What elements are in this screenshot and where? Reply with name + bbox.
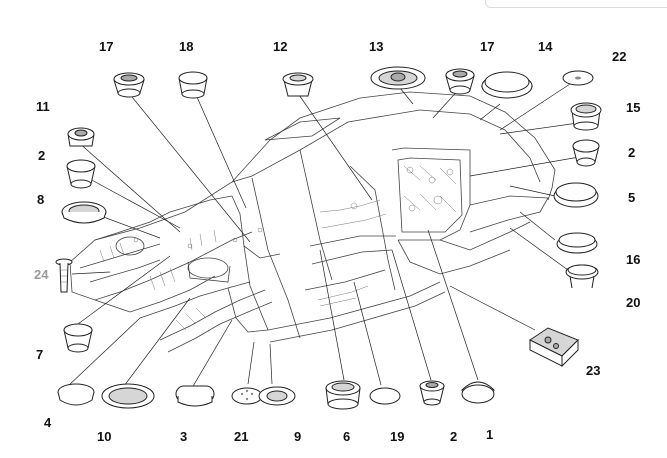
plug-6 (325, 380, 361, 410)
plug-5 (553, 182, 599, 208)
callout-16: 16 (626, 252, 641, 267)
callout-24: 24 (34, 267, 49, 282)
clip-23 (529, 327, 579, 368)
plug-9 (258, 386, 296, 406)
plug-13 (370, 66, 426, 90)
car-body-shell (69, 91, 556, 353)
callout-7: 7 (36, 347, 44, 362)
callout-5: 5 (628, 190, 636, 205)
plug-8 (61, 201, 107, 224)
plug-17-right (445, 68, 475, 95)
plug-11 (67, 127, 95, 147)
callout-3: 3 (180, 429, 188, 444)
callout-22: 22 (612, 49, 627, 64)
callout-23: 23 (586, 363, 601, 378)
plug-12 (282, 72, 314, 97)
callout-14: 14 (538, 39, 553, 54)
callout-18: 18 (179, 39, 194, 54)
clip-24 (55, 258, 73, 293)
plug-22 (562, 70, 594, 86)
plug-1 (460, 381, 496, 404)
plug-4 (57, 383, 95, 406)
plug-20 (565, 264, 599, 289)
callout-12: 12 (273, 39, 288, 54)
callout-6: 6 (343, 429, 351, 444)
callout-4: 4 (44, 415, 52, 430)
callout-15: 15 (626, 100, 641, 115)
callout-17: 17 (99, 39, 114, 54)
callout-21: 21 (234, 429, 249, 444)
plug-21 (231, 387, 263, 405)
callout-1: 1 (486, 427, 494, 442)
plug-2-right (572, 139, 600, 167)
callout-2: 2 (450, 429, 458, 444)
callout-11: 11 (36, 99, 50, 114)
callout-17: 17 (480, 39, 495, 54)
plug-2-left (66, 159, 96, 189)
plug-parts (55, 66, 602, 410)
plug-16 (556, 232, 598, 254)
plug-15 (570, 102, 602, 131)
plug-14 (480, 71, 534, 99)
plug-17-left (113, 72, 145, 98)
plug-18 (178, 71, 208, 99)
callout-2: 2 (628, 145, 636, 160)
callout-19: 19 (390, 429, 405, 444)
callout-20: 20 (626, 295, 641, 310)
corner-tab (485, 0, 667, 8)
callout-2: 2 (38, 148, 46, 163)
plug-3 (175, 385, 215, 407)
leader-lines (67, 83, 586, 389)
plug-2-bottom (419, 380, 445, 406)
callout-10: 10 (97, 429, 112, 444)
callout-8: 8 (37, 192, 45, 207)
plug-10 (101, 383, 155, 409)
callout-9: 9 (294, 429, 302, 444)
callout-13: 13 (369, 39, 384, 54)
plug-7 (63, 323, 93, 353)
plug-19 (369, 387, 401, 405)
